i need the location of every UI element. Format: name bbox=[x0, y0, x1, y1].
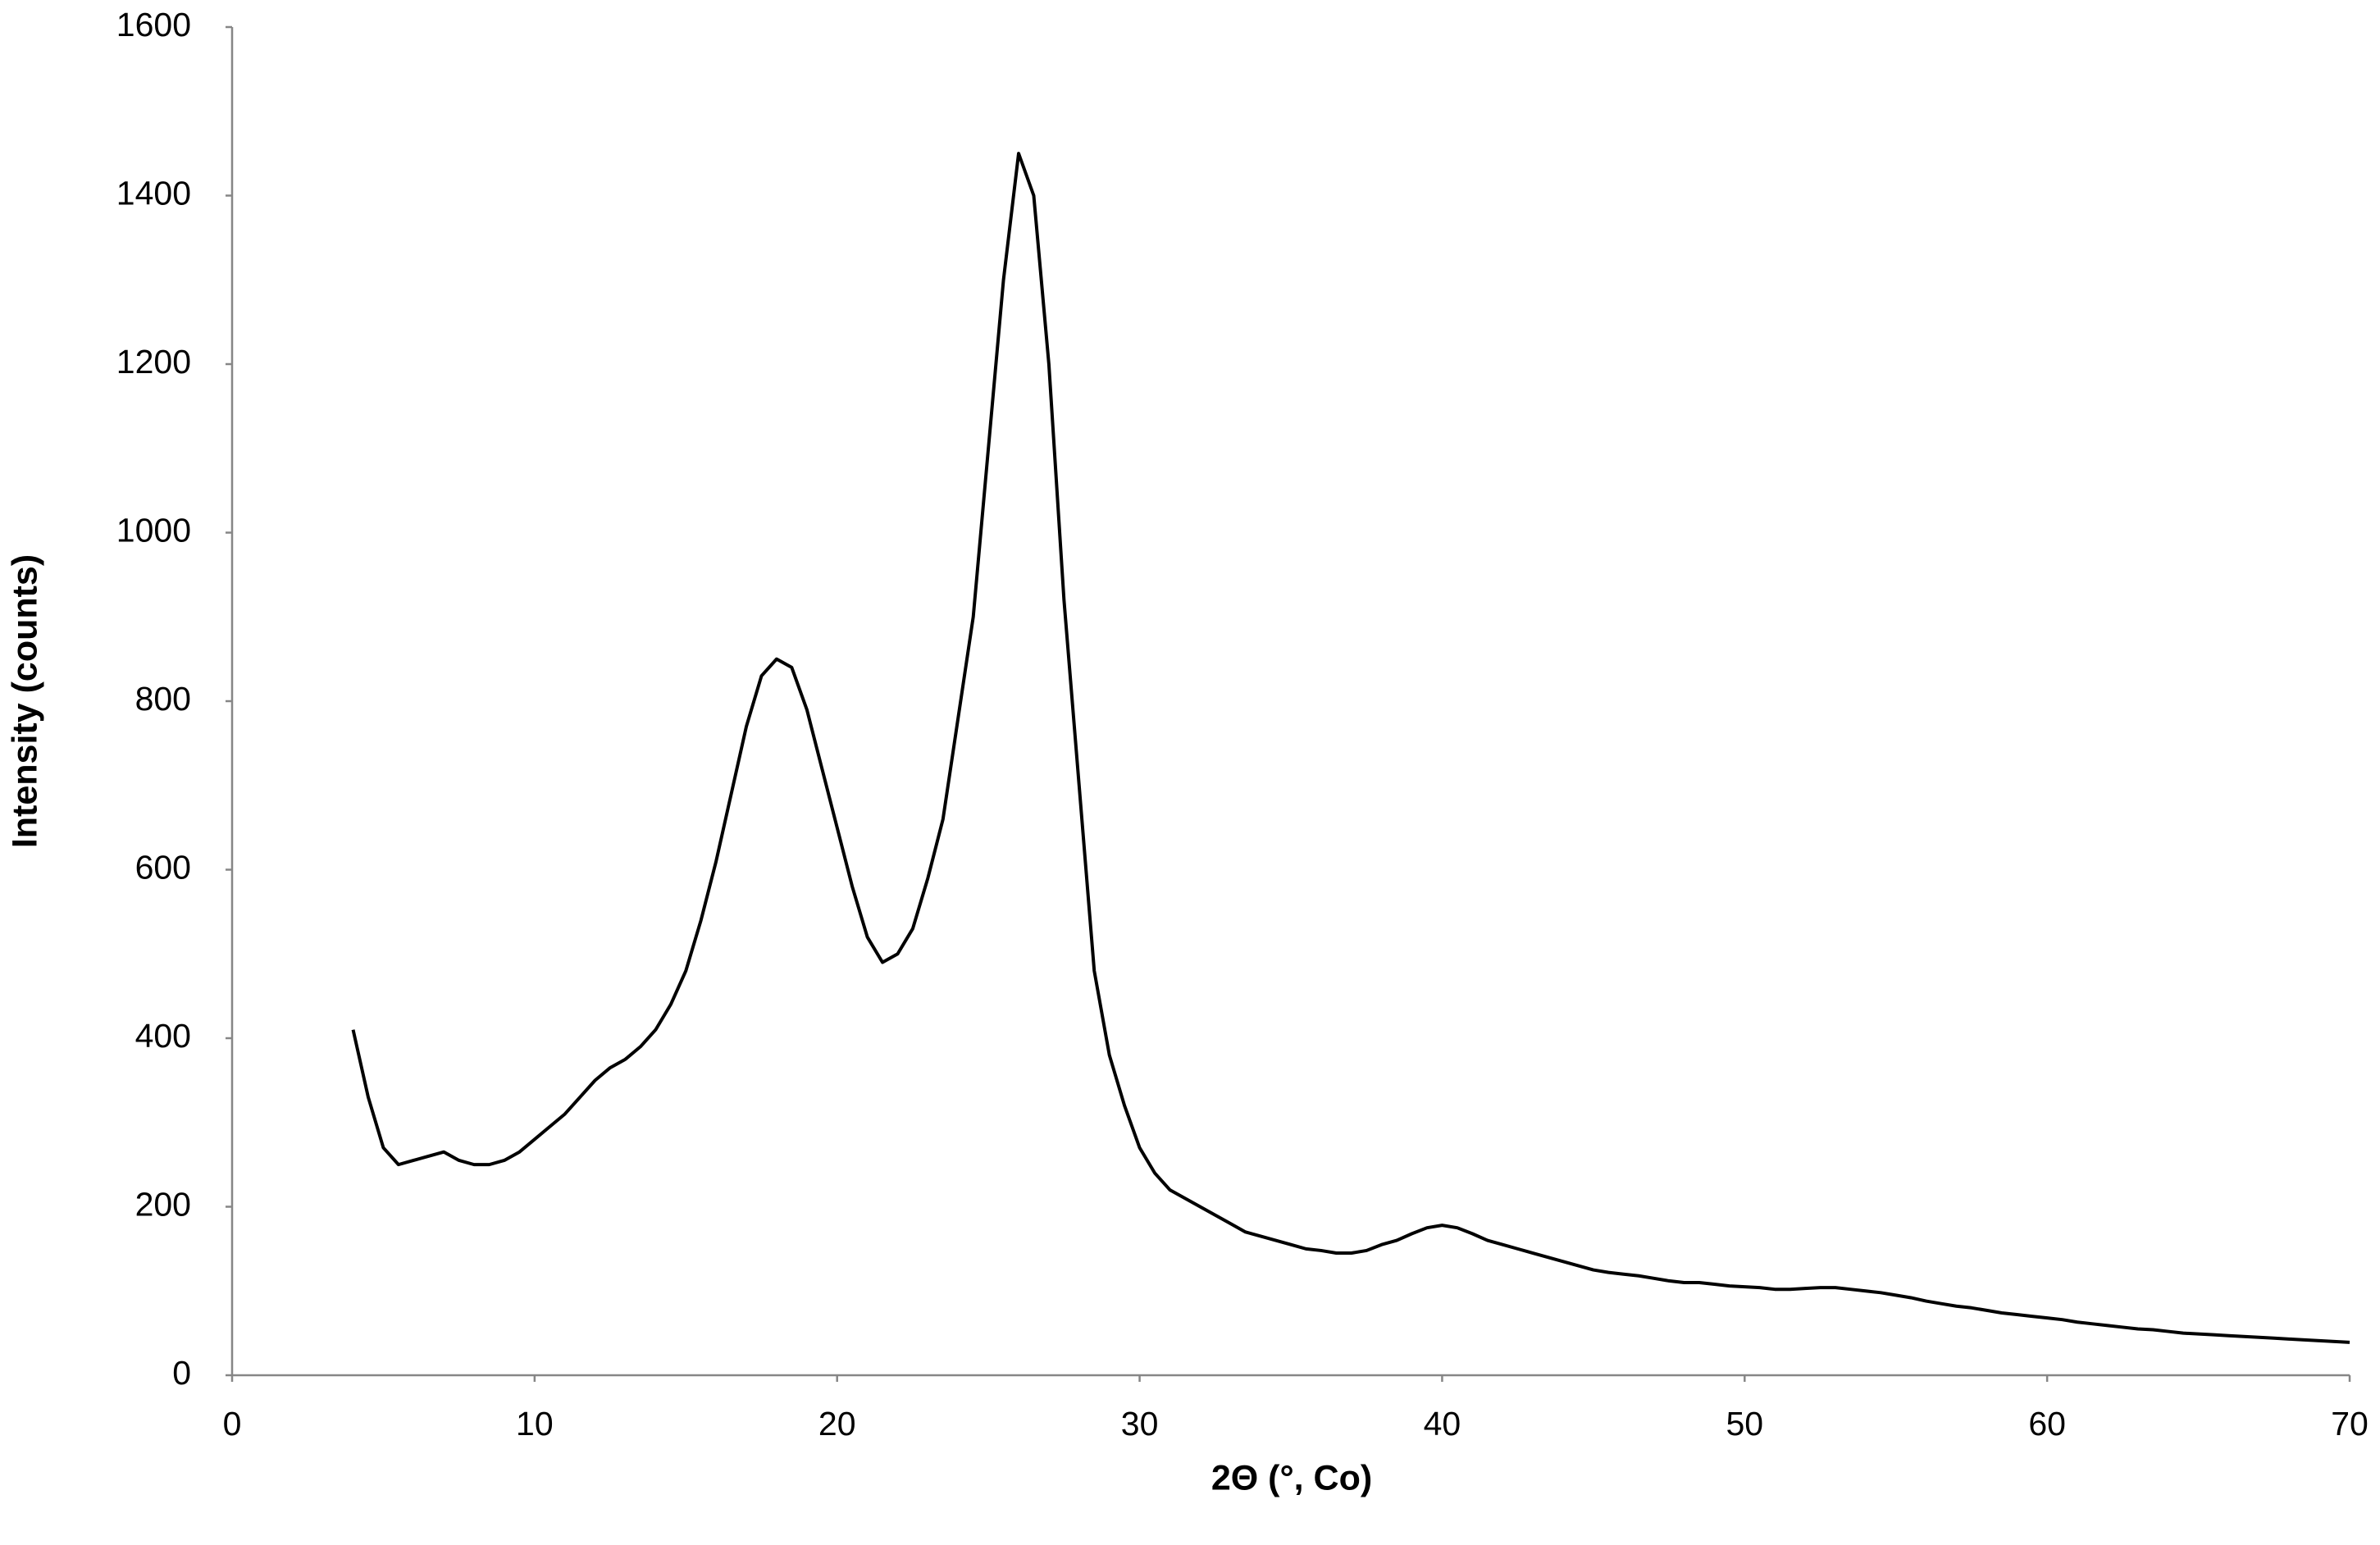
x-axis-title: 2Θ (°, Co) bbox=[1211, 1458, 1372, 1497]
y-tick-label: 800 bbox=[135, 680, 191, 718]
y-tick-label: 1600 bbox=[116, 6, 191, 43]
x-tick-label: 30 bbox=[1121, 1405, 1159, 1442]
x-tick-label: 20 bbox=[818, 1405, 856, 1442]
x-tick-label: 40 bbox=[1424, 1405, 1461, 1442]
x-tick-label: 0 bbox=[223, 1405, 242, 1442]
y-tick-label: 400 bbox=[135, 1017, 191, 1055]
y-tick-label: 1000 bbox=[116, 511, 191, 549]
x-tick-label: 10 bbox=[516, 1405, 554, 1442]
y-tick-label: 1200 bbox=[116, 343, 191, 381]
y-tick-label: 600 bbox=[135, 848, 191, 886]
x-tick-label: 70 bbox=[2331, 1405, 2369, 1442]
y-tick-label: 0 bbox=[172, 1354, 191, 1392]
y-axis-title: Intensity (counts) bbox=[5, 554, 44, 848]
data-line bbox=[351, 152, 2350, 1344]
x-tick-label: 50 bbox=[1726, 1405, 1763, 1442]
y-tick-label: 1400 bbox=[116, 174, 191, 212]
y-tick-label: 200 bbox=[135, 1185, 191, 1223]
x-tick-label: 60 bbox=[2028, 1405, 2066, 1442]
